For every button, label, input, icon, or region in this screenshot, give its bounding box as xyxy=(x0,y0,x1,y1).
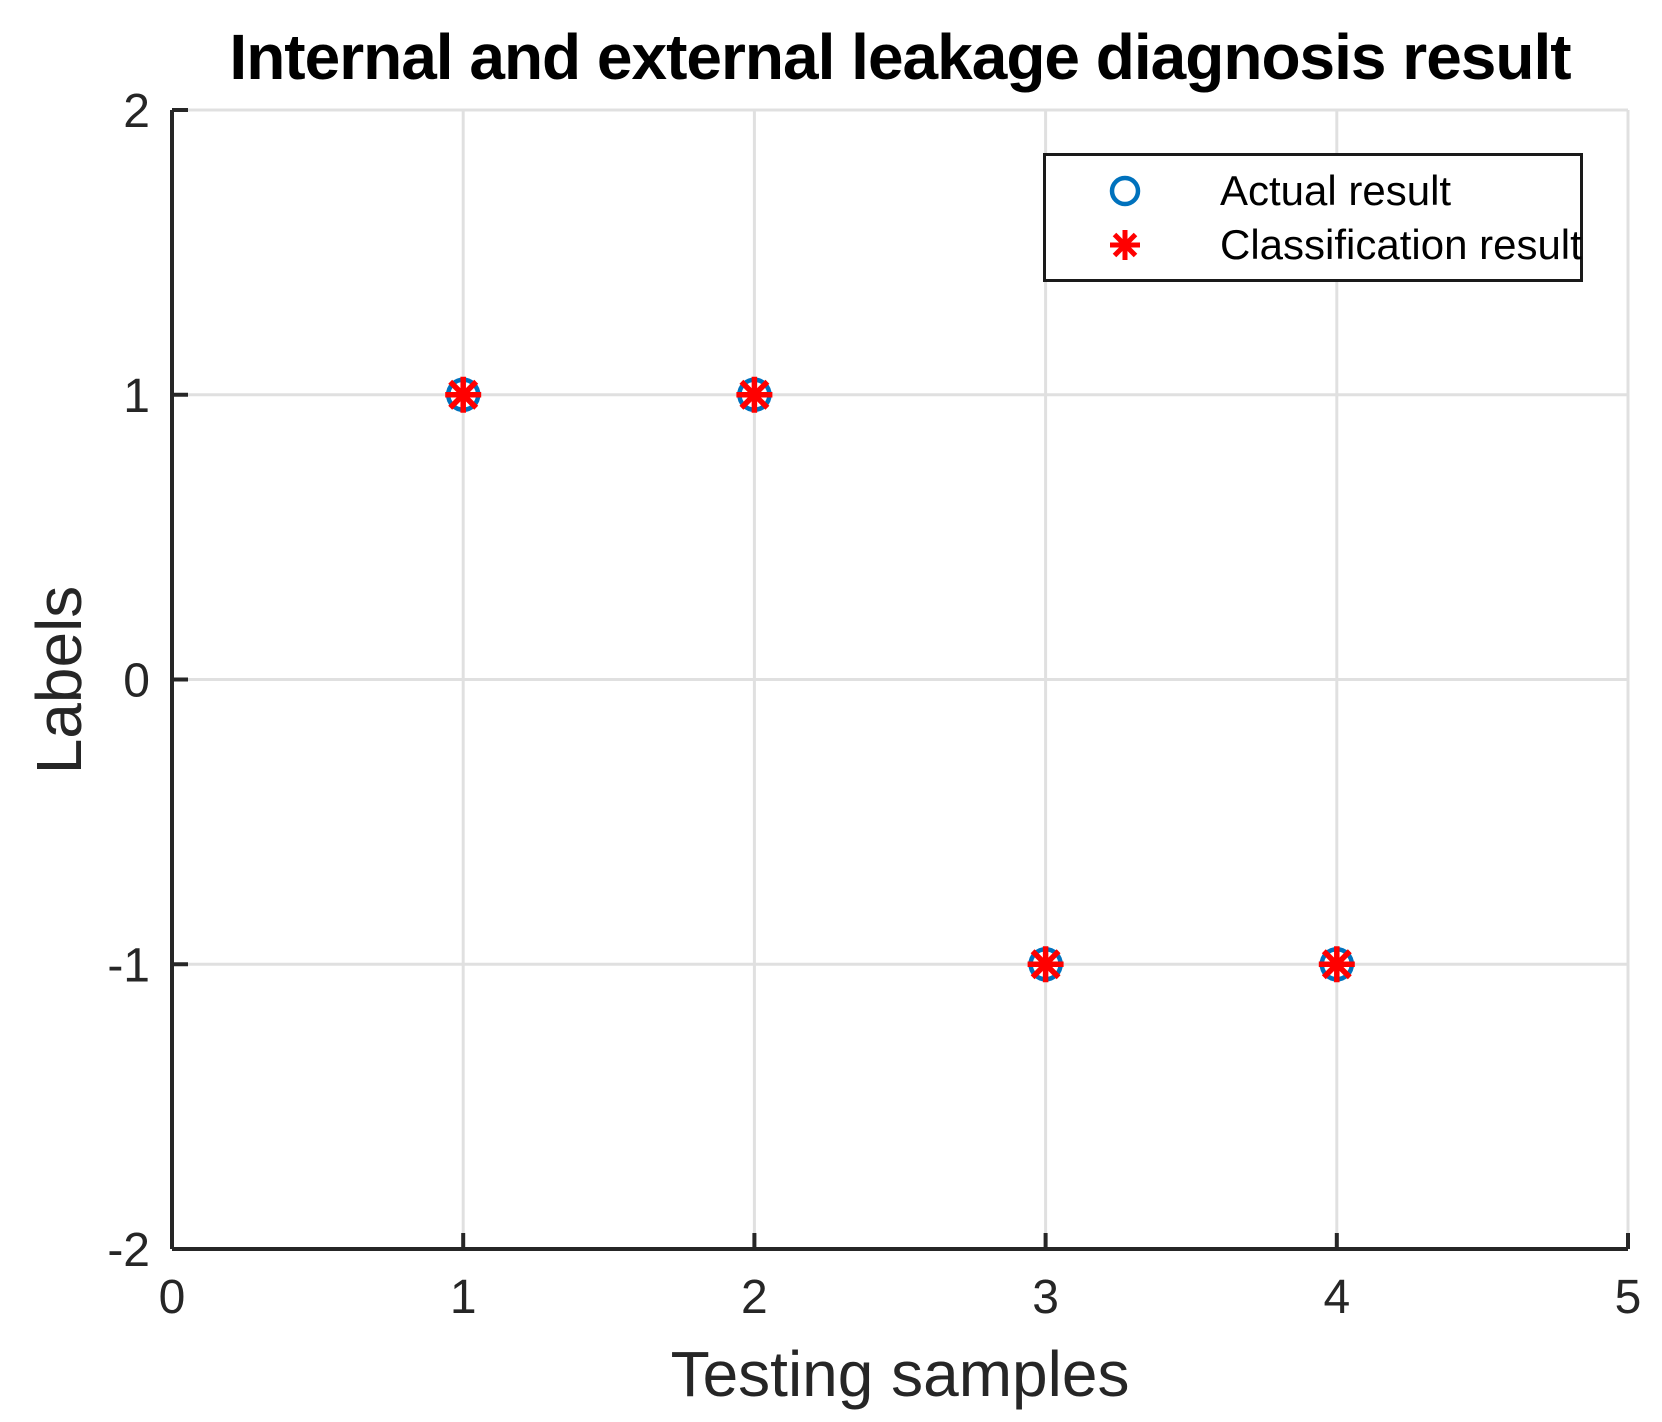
grid-lines xyxy=(172,108,1630,1249)
x-tick-label: 1 xyxy=(450,1271,477,1324)
asterisk-marker xyxy=(1027,946,1064,983)
legend-label-actual-result: Actual result xyxy=(1220,166,1452,214)
legend-item-actual-result: Actual result xyxy=(1046,166,1580,214)
circle-marker-icon xyxy=(1109,175,1141,206)
chart-title: Internal and external leakage diagnosis … xyxy=(229,21,1571,93)
y-tick-label: -1 xyxy=(107,939,150,992)
x-tick-label: 0 xyxy=(159,1271,186,1324)
legend-item-classification-result: Classification result xyxy=(1046,220,1582,268)
y-axis-label: Labels xyxy=(23,585,95,775)
tick-labels: 0 1 2 3 4 5 -2 -1 0 1 2 xyxy=(107,85,1641,1324)
tick-marks xyxy=(170,108,1630,1251)
x-axis-label: Testing samples xyxy=(670,1338,1130,1410)
x-tick-label: 2 xyxy=(741,1271,768,1324)
y-tick-label: 1 xyxy=(123,370,150,423)
asterisk-marker xyxy=(1318,946,1355,983)
asterisk-marker xyxy=(445,376,482,413)
legend-label-classification-result: Classification result xyxy=(1220,220,1582,268)
asterisk-marker xyxy=(736,376,773,413)
x-tick-label: 3 xyxy=(1032,1271,1059,1324)
data-points xyxy=(445,376,1355,983)
legend: Actual result Classification result xyxy=(1043,153,1583,282)
y-tick-label: 2 xyxy=(123,85,150,138)
x-tick-label: 5 xyxy=(1615,1271,1642,1324)
x-tick-label: 4 xyxy=(1323,1271,1350,1324)
asterisk-marker-icon xyxy=(1110,229,1140,260)
y-tick-label: 0 xyxy=(123,655,150,708)
y-tick-label: -2 xyxy=(107,1224,150,1277)
